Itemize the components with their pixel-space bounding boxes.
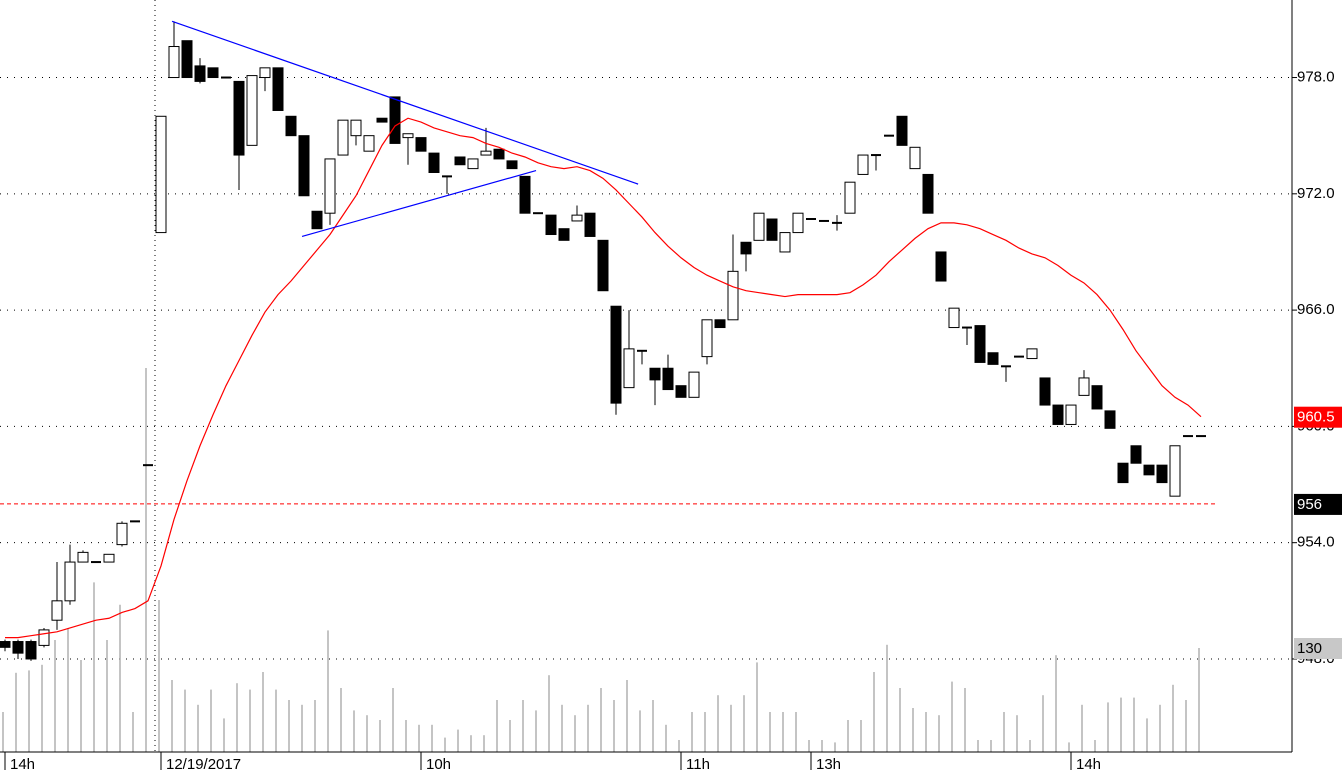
candle-body <box>168 46 180 79</box>
volume-tag-box <box>1294 638 1342 659</box>
candle-body <box>1143 464 1155 476</box>
candle-body <box>298 135 310 197</box>
y-tick-label: 954.0 <box>1297 534 1335 551</box>
candle-body <box>623 348 635 389</box>
candle-body <box>454 156 466 166</box>
candle-body <box>714 319 726 329</box>
price-tag: 956 <box>1297 496 1322 513</box>
candle-body <box>597 239 609 292</box>
x-tick-label: 10h <box>426 756 451 772</box>
candle-body <box>649 367 661 381</box>
price-tag-box <box>1294 493 1342 515</box>
candle-body <box>246 75 258 146</box>
candle-body <box>792 212 804 234</box>
candle-body <box>1156 464 1168 484</box>
candle-body <box>12 641 24 654</box>
candle-body <box>935 251 947 282</box>
candle-body <box>363 135 375 152</box>
x-tick-label: 11h <box>686 756 710 772</box>
x-tick-label: 13h <box>816 756 841 772</box>
candle-body <box>922 173 934 214</box>
plot <box>0 20 1292 752</box>
candle-body <box>285 115 297 137</box>
candle-body <box>77 551 89 563</box>
candle-body <box>1039 377 1051 406</box>
candle-body <box>493 148 505 160</box>
candle-body <box>259 67 271 79</box>
candle-body <box>857 154 869 175</box>
candle-body <box>233 80 245 156</box>
candle-body <box>584 212 596 237</box>
candle-body <box>389 96 401 144</box>
candle-body <box>480 150 492 156</box>
candle-body <box>103 553 115 563</box>
candle-body <box>610 305 622 404</box>
candle-body <box>272 67 284 111</box>
candle-body <box>350 119 362 137</box>
candle-body <box>1052 404 1064 425</box>
candle-body <box>1026 348 1038 360</box>
candle-body <box>116 522 128 546</box>
trendline <box>301 169 537 238</box>
candle-body <box>1117 462 1129 484</box>
y-tick-label: 966.0 <box>1297 301 1335 318</box>
candle-body <box>1169 445 1181 497</box>
candle-body <box>844 181 856 214</box>
candle-body <box>402 133 414 139</box>
candle-body <box>766 218 778 241</box>
candle-body <box>155 115 167 234</box>
candle-body <box>376 117 388 123</box>
x-tick-label: 14h <box>10 756 35 772</box>
candle-body <box>311 210 323 230</box>
candle-body <box>1130 445 1142 464</box>
candle-body <box>506 160 518 170</box>
candle-body <box>675 385 687 398</box>
candle-body <box>207 67 219 79</box>
candle-body <box>337 119 349 156</box>
candle-body <box>38 629 50 646</box>
candle-body <box>896 115 908 146</box>
candle-body <box>194 65 206 82</box>
candle-body <box>181 40 193 79</box>
moving-average <box>5 117 1202 639</box>
candle-body <box>740 241 752 255</box>
candle-body <box>1065 404 1077 425</box>
candle-body <box>779 232 791 253</box>
trendline <box>171 20 639 185</box>
candle-body <box>558 228 570 241</box>
candle-body <box>428 152 440 173</box>
volume-tag: 130 <box>1297 640 1322 657</box>
candle-body <box>948 307 960 329</box>
ma-tag: 960.5 <box>1297 409 1335 426</box>
candle-body <box>25 641 37 660</box>
candle-body <box>51 600 63 621</box>
candle-body <box>974 325 986 363</box>
candle-body <box>519 175 531 214</box>
candle-body <box>324 158 336 214</box>
y-tick-label: 978.0 <box>1297 68 1335 85</box>
candle-body <box>688 371 700 398</box>
candle-body <box>987 352 999 365</box>
y-tick-label: 972.0 <box>1297 185 1335 202</box>
candle-body <box>64 561 76 602</box>
candle-body <box>753 212 765 241</box>
candle-body <box>662 367 674 391</box>
ma-tag-box <box>1294 406 1342 428</box>
candle-body <box>467 158 479 170</box>
candle-body <box>701 319 713 358</box>
x-tick-label: 14h <box>1076 756 1101 772</box>
candle-body <box>415 137 427 152</box>
candle-body <box>1078 377 1090 396</box>
candle-body <box>1104 410 1116 429</box>
candle-body <box>545 214 557 236</box>
candle-body <box>1091 385 1103 410</box>
x-tick-label: 12/19/2017 <box>166 756 241 772</box>
candle-body <box>909 146 921 170</box>
candle-body <box>727 270 739 321</box>
candle-body <box>571 214 583 222</box>
candle-body <box>0 641 11 648</box>
